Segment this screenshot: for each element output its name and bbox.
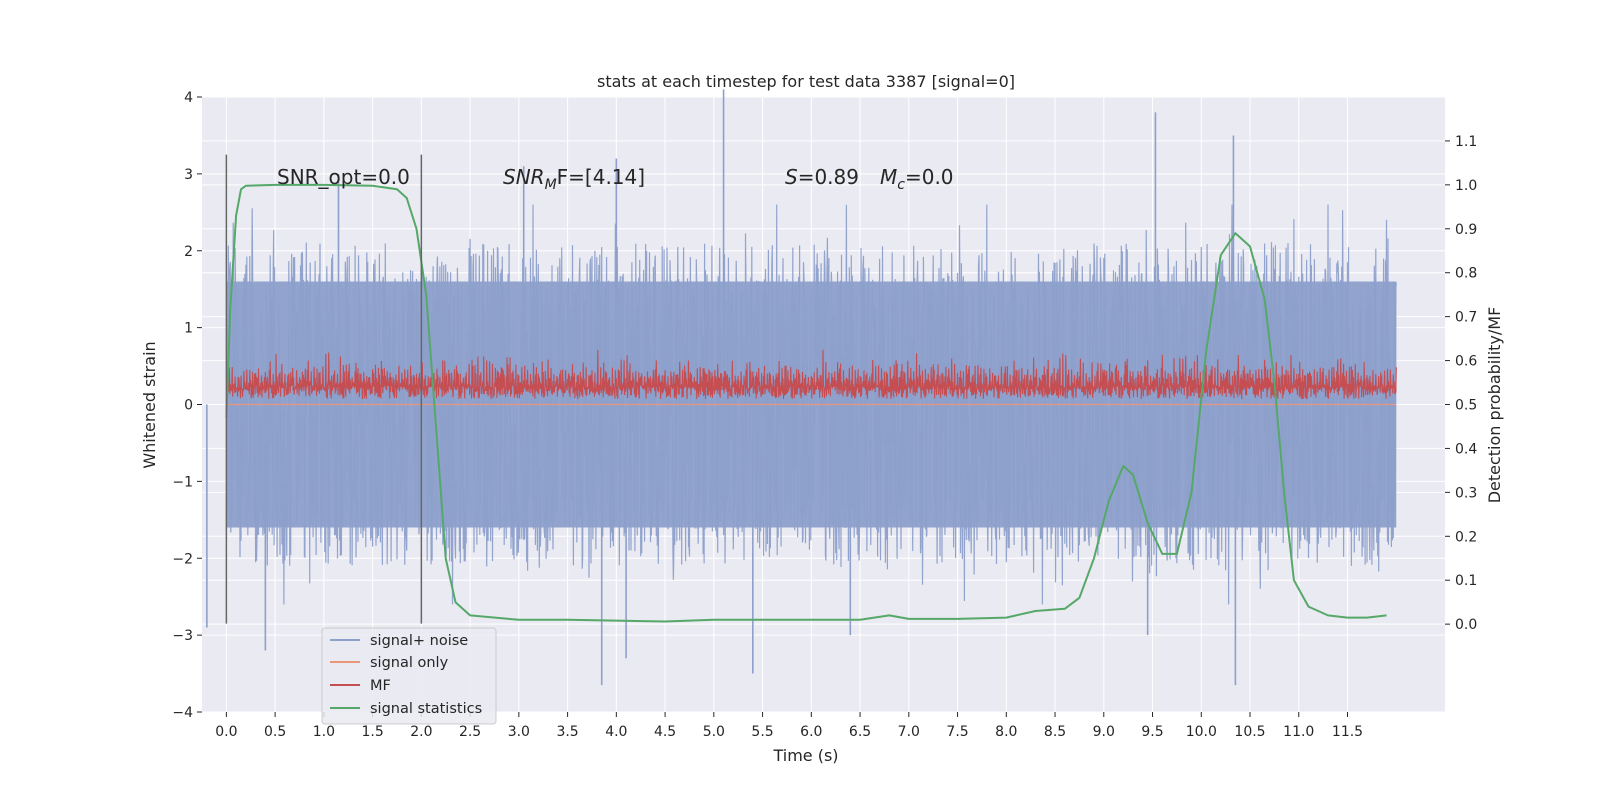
y-axis-left-label: Whitened strain [140, 341, 159, 468]
y-right-tick-label: 0.3 [1455, 485, 1477, 501]
legend-label-signal-statistics: signal statistics [370, 701, 482, 717]
x-tick-label: 8.0 [995, 724, 1017, 740]
y-right-tick-label: 0.8 [1455, 266, 1477, 282]
x-axis-label: Time (s) [772, 746, 838, 765]
y-left-tick-label: −4 [172, 705, 193, 721]
x-tick-label: 1.5 [361, 724, 383, 740]
y-right-tick-label: 0.1 [1455, 573, 1477, 589]
x-tick-label: 11.5 [1332, 724, 1363, 740]
x-tick-label: 7.5 [946, 724, 968, 740]
annotation-mc: Mc=0.0 [880, 165, 954, 193]
y-right-tick-label: 0.0 [1455, 617, 1477, 633]
x-tick-label: 8.5 [1044, 724, 1066, 740]
y-left-tick-label: 1 [184, 321, 193, 337]
x-tick-label: 0.5 [264, 724, 286, 740]
y-left-tick-label: −1 [172, 474, 193, 490]
x-tick-label: 3.5 [556, 724, 578, 740]
legend-label-mf: MF [370, 678, 391, 694]
legend-label-signal-noise: signal+ noise [370, 633, 468, 649]
y-right-tick-label: 0.7 [1455, 310, 1477, 326]
x-tick-label: 5.0 [703, 724, 725, 740]
x-tick-label: 9.0 [1093, 724, 1115, 740]
y-right-tick-label: 1.0 [1455, 178, 1477, 194]
y-left-tick-label: 4 [184, 90, 193, 106]
axis-ticks: 0.0 0.5 1.0 1.5 2.0 2.5 3.0 3.5 4.0 4.5 5.0 5.5 6.0 6… [172, 90, 1477, 740]
y-left-tick-label: −3 [172, 628, 193, 644]
x-tick-label: 1.0 [313, 724, 335, 740]
x-tick-label: 3.0 [508, 724, 530, 740]
annotation-snr-opt: SNR_opt=0.0 [277, 165, 410, 189]
x-tick-label: 5.5 [751, 724, 773, 740]
x-tick-label: 11.0 [1283, 724, 1314, 740]
legend-label-signal-only: signal only [370, 655, 449, 671]
x-tick-label: 7.0 [898, 724, 920, 740]
y-right-tick-label: 1.1 [1455, 134, 1477, 150]
chart-title: stats at each timestep for test data 338… [597, 72, 1015, 91]
x-tick-label: 6.5 [849, 724, 871, 740]
x-tick-label: 6.0 [800, 724, 822, 740]
legend-box [321, 627, 497, 725]
x-tick-label: 2.5 [459, 724, 481, 740]
y-left-tick-label: 2 [184, 244, 193, 260]
annotation-s: S=0.89 [785, 165, 859, 189]
y-left-tick-label: 0 [184, 398, 193, 414]
x-tick-label: 4.0 [605, 724, 627, 740]
y-left-tick-label: 3 [184, 167, 193, 183]
window-markers [225, 154, 423, 624]
y-right-tick-label: 0.2 [1455, 529, 1477, 545]
y-right-tick-label: 0.6 [1455, 354, 1477, 370]
x-tick-label: 4.5 [654, 724, 676, 740]
y-right-tick-label: 0.5 [1455, 398, 1477, 414]
y-left-tick-label: −2 [172, 551, 193, 567]
y-right-tick-label: 0.4 [1455, 441, 1477, 457]
x-tick-label: 0.0 [215, 724, 237, 740]
x-tick-label: 10.5 [1234, 724, 1265, 740]
y-right-tick-label: 0.9 [1455, 222, 1477, 238]
x-tick-label: 9.5 [1141, 724, 1163, 740]
x-tick-label: 10.0 [1186, 724, 1217, 740]
y-axis-right-label: Detection probability/MF [1485, 307, 1504, 504]
legend: signal+ noise signal only MF signal stat… [321, 627, 497, 725]
signal-statistics-series [225, 183, 1387, 623]
annotation-snr-mf: SNRMF=[4.14] [503, 165, 645, 193]
x-tick-label: 2.0 [410, 724, 432, 740]
